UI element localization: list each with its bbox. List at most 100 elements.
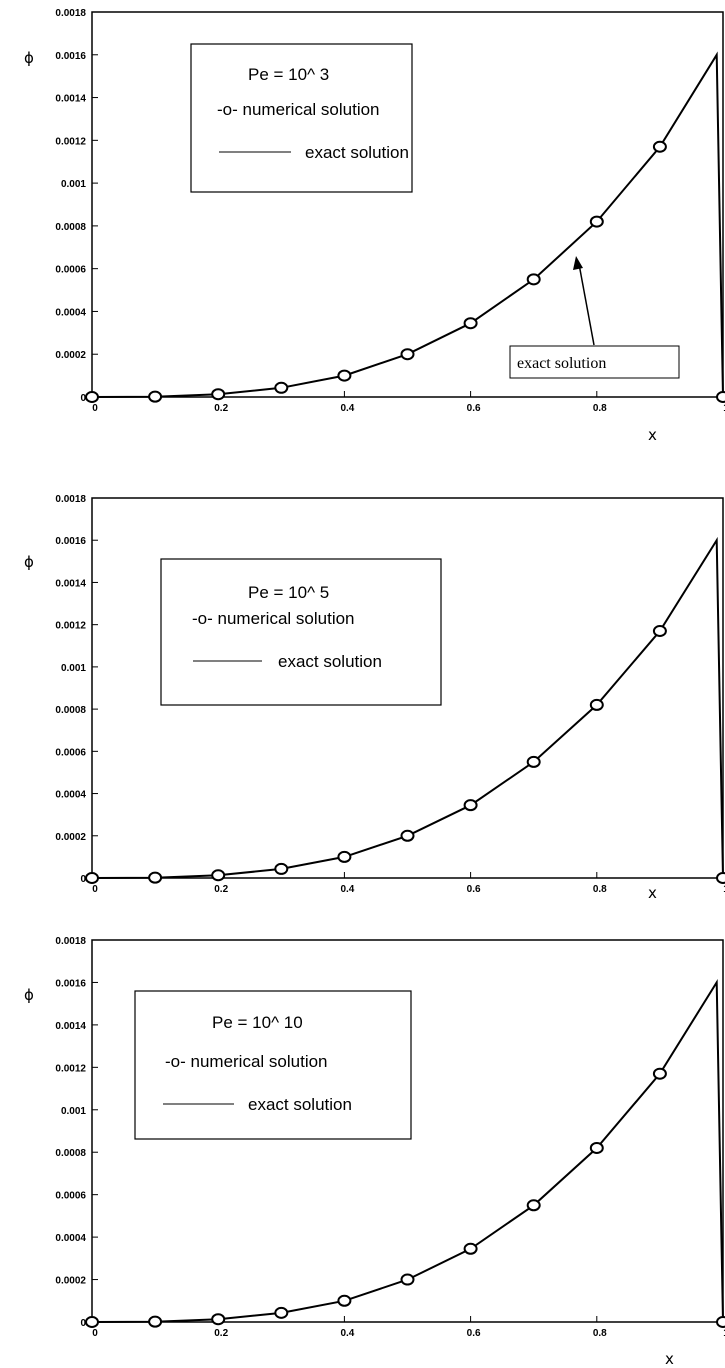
numerical-point — [463, 1242, 478, 1255]
y-tick-label: 0.0016 — [55, 536, 86, 547]
numerical-point — [652, 625, 667, 637]
y-tick-label: 0.0008 — [55, 1148, 86, 1159]
plot-frame — [91, 11, 724, 398]
numerical-point — [589, 698, 604, 711]
y-tick-label: 0.0012 — [55, 136, 86, 147]
x-tick-label: 0.4 — [340, 884, 354, 895]
x-tick-label: 0.2 — [214, 1328, 228, 1339]
chart-svg-1: 0 0.0002 0.0004 0.0006 0.0008 0.001 0.0012 0.00… — [24, 8, 725, 444]
numerical-point — [148, 871, 163, 884]
numerical-point — [85, 391, 99, 403]
y-tick-label: 0.0006 — [55, 265, 86, 276]
numerical-point — [526, 273, 541, 286]
plot-frame — [91, 939, 724, 1323]
x-tick-label: 0 — [92, 1328, 98, 1339]
annotation-arrow-head — [573, 256, 583, 270]
numerical-point — [400, 1273, 415, 1286]
x-tick-label: 1 — [723, 884, 725, 895]
chart-svg-3: 0 0.0002 0.0004 0.0006 0.0008 0.001 0.0012 0.00… — [24, 936, 725, 1368]
chart-panel-1: 0 0.0002 0.0004 0.0006 0.0008 0.001 0.0012 0.00… — [0, 0, 725, 456]
y-tick-label: 0.0016 — [55, 978, 86, 989]
x-tick-label: 0.2 — [214, 884, 228, 895]
numerical-point — [400, 348, 415, 361]
legend-exact: exact solution — [305, 143, 409, 162]
numerical-markers-group — [85, 1067, 725, 1328]
numerical-point — [85, 872, 99, 884]
x-axis-label: x — [665, 1350, 674, 1368]
legend-box: Pe = 10^ 3 -o- numerical solution exact … — [190, 43, 413, 193]
y-ticks-group: 0 0.0002 0.0004 0.0006 0.0008 0.001 0.0012 0.00… — [55, 936, 98, 1329]
x-tick-label: 0.8 — [593, 884, 607, 895]
y-tick-label: 0.0012 — [55, 1063, 86, 1074]
legend-frame — [134, 990, 412, 1140]
y-tick-label: 0.0018 — [55, 936, 86, 947]
x-tick-label: 0 — [92, 884, 98, 895]
numerical-point — [211, 1313, 226, 1326]
numerical-point — [589, 1141, 604, 1154]
y-tick-label: 0.0018 — [55, 8, 86, 19]
y-axis-label: ϕ — [24, 49, 34, 67]
annotation-box — [509, 345, 680, 379]
x-tick-label: 1 — [723, 1328, 725, 1339]
numerical-point — [211, 388, 226, 401]
y-tick-label: 0.0018 — [55, 494, 86, 505]
y-ticks-group: 0 0.0002 0.0004 0.0006 0.0008 0.001 0.0012 0.00… — [55, 8, 98, 404]
y-tick-label: 0 — [80, 1318, 86, 1329]
annotation-arrow-shaft — [578, 263, 595, 346]
numerical-point — [274, 1306, 289, 1319]
y-tick-label: 0.0014 — [55, 94, 86, 105]
numerical-point — [211, 869, 226, 882]
x-tick-label: 0.6 — [467, 1328, 481, 1339]
y-tick-label: 0.0014 — [55, 578, 86, 589]
numerical-point — [463, 317, 478, 330]
numerical-point — [463, 799, 478, 812]
x-axis-label: x — [648, 884, 657, 902]
legend-frame — [190, 43, 413, 193]
numerical-point — [337, 1294, 352, 1307]
numerical-point — [716, 391, 725, 403]
chart-panel-2: 0 0.0002 0.0004 0.0006 0.0008 0.001 0.0012 0.00… — [0, 456, 725, 912]
x-tick-label: 0.8 — [593, 1328, 607, 1339]
x-tick-label: 0.6 — [467, 403, 481, 414]
legend-box: Pe = 10^ 5 -o- numerical solution exact … — [160, 558, 442, 706]
numerical-point — [148, 1315, 163, 1328]
numerical-point — [716, 1316, 725, 1328]
y-tick-label: 0.0012 — [55, 621, 86, 632]
y-tick-label: 0.0002 — [55, 350, 86, 361]
legend-exact: exact solution — [248, 1095, 352, 1114]
numerical-markers-group — [85, 625, 725, 884]
y-tick-label: 0.0002 — [55, 832, 86, 843]
legend-frame — [160, 558, 442, 706]
y-tick-label: 0.0016 — [55, 51, 86, 62]
y-axis-label: ϕ — [24, 986, 34, 1004]
x-axis-label: x — [648, 426, 657, 444]
y-tick-label: 0.0004 — [55, 1233, 86, 1244]
legend-exact: exact solution — [278, 652, 382, 671]
legend-box: Pe = 10^ 10 -o- numerical solution exact… — [134, 990, 412, 1140]
y-tick-label: 0.001 — [61, 1106, 86, 1117]
exact-solution-line — [91, 536, 724, 879]
annotation: exact solution — [509, 256, 680, 379]
numerical-point — [85, 1316, 99, 1328]
numerical-point — [652, 1067, 667, 1080]
chart-panel-3: 0 0.0002 0.0004 0.0006 0.0008 0.001 0.0012 0.00… — [0, 912, 725, 1368]
x-tick-label: 0.8 — [593, 403, 607, 414]
y-tick-label: 0.0002 — [55, 1276, 86, 1287]
legend-numerical: -o- numerical solution — [217, 100, 380, 119]
y-tick-label: 0.001 — [61, 663, 86, 674]
numerical-point — [526, 1199, 541, 1212]
numerical-point — [652, 140, 667, 153]
numerical-point — [274, 381, 289, 394]
x-tick-label: 0.6 — [467, 884, 481, 895]
x-ticks-group: 0 0.2 0.4 0.6 0.8 1 — [91, 872, 725, 895]
y-ticks-group: 0 0.0002 0.0004 0.0006 0.0008 0.001 0.0012 0.00… — [55, 494, 98, 885]
y-tick-label: 0.001 — [61, 179, 86, 190]
y-tick-label: 0.0014 — [55, 1021, 86, 1032]
legend-pe: Pe = 10^ 10 — [212, 1013, 303, 1032]
y-tick-label: 0.0008 — [55, 705, 86, 716]
y-tick-label: 0.0008 — [55, 222, 86, 233]
x-tick-label: 0.4 — [340, 403, 354, 414]
x-tick-label: 1 — [723, 403, 725, 414]
y-tick-label: 0.0004 — [55, 307, 86, 318]
exact-solution-line — [91, 979, 724, 1323]
